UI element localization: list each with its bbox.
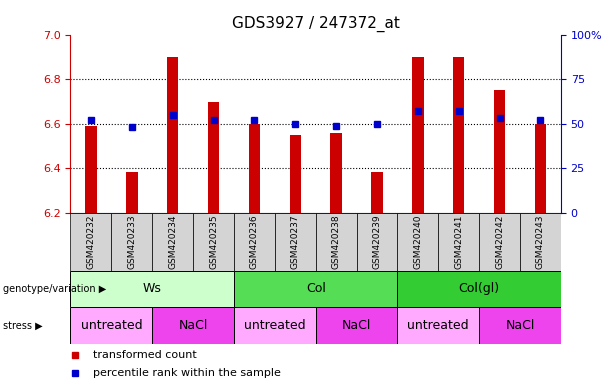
Text: untreated: untreated bbox=[80, 319, 142, 332]
Bar bbox=[126, 172, 137, 213]
Bar bbox=[412, 57, 424, 213]
Text: Ws: Ws bbox=[143, 283, 162, 295]
Bar bbox=[275, 213, 316, 271]
Text: GSM420241: GSM420241 bbox=[454, 215, 463, 269]
Text: Col(gl): Col(gl) bbox=[459, 283, 500, 295]
Text: GSM420242: GSM420242 bbox=[495, 215, 504, 269]
Bar bbox=[494, 90, 505, 213]
Bar bbox=[520, 213, 561, 271]
Text: GSM420240: GSM420240 bbox=[413, 215, 422, 269]
Text: GSM420235: GSM420235 bbox=[209, 215, 218, 270]
Bar bbox=[330, 133, 342, 213]
Text: genotype/variation ▶: genotype/variation ▶ bbox=[3, 284, 106, 294]
Text: GSM420234: GSM420234 bbox=[168, 215, 177, 269]
Text: Col: Col bbox=[306, 283, 326, 295]
Bar bbox=[167, 57, 178, 213]
Bar bbox=[234, 307, 316, 344]
Bar bbox=[316, 213, 357, 271]
Bar bbox=[289, 135, 301, 213]
Text: untreated: untreated bbox=[244, 319, 306, 332]
Text: GSM420243: GSM420243 bbox=[536, 215, 545, 269]
Bar bbox=[152, 213, 193, 271]
Bar bbox=[112, 213, 152, 271]
Text: GSM420238: GSM420238 bbox=[332, 215, 341, 270]
Bar bbox=[397, 271, 561, 307]
Text: GSM420232: GSM420232 bbox=[86, 215, 96, 269]
Text: GSM420236: GSM420236 bbox=[250, 215, 259, 270]
Text: stress ▶: stress ▶ bbox=[3, 320, 43, 331]
Bar bbox=[193, 213, 234, 271]
Text: GSM420239: GSM420239 bbox=[373, 215, 381, 270]
Text: GSM420237: GSM420237 bbox=[291, 215, 300, 270]
Bar bbox=[70, 213, 112, 271]
Bar bbox=[152, 307, 234, 344]
Text: NaCl: NaCl bbox=[505, 319, 535, 332]
Bar bbox=[70, 271, 234, 307]
Bar bbox=[70, 307, 152, 344]
Text: GSM420233: GSM420233 bbox=[128, 215, 136, 270]
Bar bbox=[371, 172, 383, 213]
Bar bbox=[249, 124, 260, 213]
Bar bbox=[357, 213, 397, 271]
Bar bbox=[397, 307, 479, 344]
Bar bbox=[208, 101, 219, 213]
Bar bbox=[438, 213, 479, 271]
Title: GDS3927 / 247372_at: GDS3927 / 247372_at bbox=[232, 16, 400, 32]
Text: NaCl: NaCl bbox=[342, 319, 371, 332]
Bar bbox=[234, 271, 397, 307]
Bar bbox=[479, 307, 561, 344]
Bar bbox=[453, 57, 465, 213]
Bar bbox=[316, 307, 397, 344]
Bar bbox=[397, 213, 438, 271]
Bar bbox=[234, 213, 275, 271]
Text: untreated: untreated bbox=[408, 319, 469, 332]
Text: NaCl: NaCl bbox=[178, 319, 208, 332]
Text: percentile rank within the sample: percentile rank within the sample bbox=[93, 367, 280, 377]
Bar bbox=[479, 213, 520, 271]
Bar bbox=[85, 126, 97, 213]
Text: transformed count: transformed count bbox=[93, 350, 196, 360]
Bar bbox=[535, 124, 546, 213]
